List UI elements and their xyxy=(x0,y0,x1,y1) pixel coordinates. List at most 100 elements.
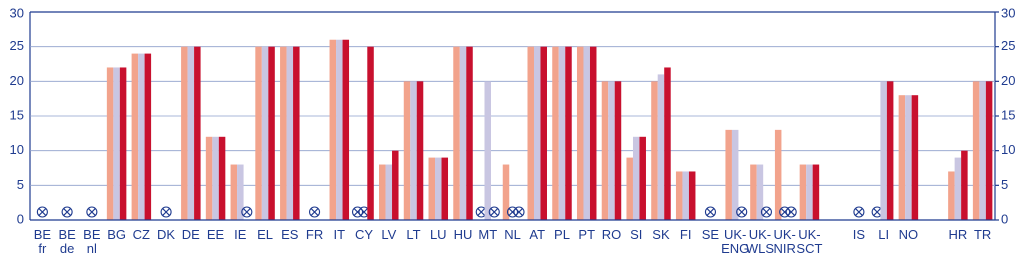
x-tick-label: IT xyxy=(334,227,346,242)
x-tick-label: MT xyxy=(478,227,497,242)
x-tick-label: AT xyxy=(529,227,545,242)
no-data-circle xyxy=(160,206,172,218)
bar xyxy=(682,171,689,220)
bar xyxy=(898,95,906,220)
x-tick-label: DE xyxy=(182,227,200,242)
bar xyxy=(639,136,646,220)
bar xyxy=(329,39,337,220)
no-data-circle xyxy=(241,206,253,218)
x-tick-label: LV xyxy=(381,227,396,242)
y2-tick-label: 20 xyxy=(1001,73,1015,88)
bar xyxy=(379,164,386,220)
x-tick-label: LT xyxy=(406,227,420,242)
bar xyxy=(972,81,980,220)
no-data-symbol xyxy=(513,206,525,218)
bar xyxy=(688,171,696,220)
x-tick-label: BE de xyxy=(58,227,76,256)
bar xyxy=(212,136,219,220)
no-data-cross xyxy=(477,208,485,216)
bar xyxy=(985,81,993,220)
bar xyxy=(806,164,813,220)
bar xyxy=(626,157,633,220)
no-data-circle xyxy=(506,206,519,218)
bar xyxy=(502,164,510,220)
bar xyxy=(911,95,919,220)
bar xyxy=(774,129,782,220)
bar xyxy=(403,81,411,220)
y-tick-label: 20 xyxy=(10,73,24,88)
y2-tick-label: 25 xyxy=(1001,38,1015,53)
bar xyxy=(608,81,615,220)
no-data-cross xyxy=(162,208,170,216)
no-data-symbol xyxy=(736,206,748,218)
y2-tick-label: 10 xyxy=(1001,142,1015,157)
no-data-cross xyxy=(762,208,771,216)
bar xyxy=(583,46,590,220)
x-tick-label: PL xyxy=(554,227,570,242)
y-tick-label: 30 xyxy=(10,5,24,20)
no-data-circle xyxy=(779,206,791,218)
x-tick-label: UK-NIR xyxy=(773,227,795,256)
bar xyxy=(255,46,262,220)
bar xyxy=(750,164,757,220)
x-tick-label: IE xyxy=(234,227,247,242)
bar xyxy=(453,46,460,220)
bar xyxy=(948,171,955,220)
bar xyxy=(651,81,658,220)
bar xyxy=(731,129,739,220)
no-data-circle xyxy=(309,206,321,218)
x-tick-label: LU xyxy=(430,227,447,242)
no-data-circle xyxy=(760,206,772,218)
no-data-symbol xyxy=(36,206,48,218)
y-tick-label: 15 xyxy=(10,107,24,122)
y-tick-label: 10 xyxy=(10,142,24,157)
bar xyxy=(181,46,188,220)
x-tick-label: FR xyxy=(306,227,323,242)
bar xyxy=(675,171,683,220)
y2-tick-label: 30 xyxy=(1001,5,1015,20)
bar xyxy=(106,67,114,220)
no-data-symbol xyxy=(704,206,716,218)
bar xyxy=(237,164,244,220)
x-tick-label: SI xyxy=(630,227,642,242)
no-data-symbol xyxy=(760,206,772,218)
no-data-circle xyxy=(513,206,525,218)
bar xyxy=(527,46,534,220)
x-tick-label: NO xyxy=(899,227,919,242)
no-data-cross xyxy=(787,208,795,216)
bar xyxy=(367,46,374,220)
bar xyxy=(230,164,238,220)
bar xyxy=(410,81,417,220)
bar xyxy=(576,46,584,220)
no-data-cross xyxy=(310,208,319,216)
x-tick-label: UK-WLS xyxy=(746,227,775,256)
bar xyxy=(261,46,269,220)
bar xyxy=(119,67,127,220)
no-data-symbol xyxy=(61,206,73,218)
no-data-circle xyxy=(61,206,73,218)
bar xyxy=(799,164,807,220)
no-data-circle xyxy=(36,206,48,218)
x-tick-label: SK xyxy=(652,227,670,242)
bar xyxy=(138,53,145,220)
bar xyxy=(533,46,541,220)
no-data-cross xyxy=(855,208,863,216)
bar xyxy=(552,46,559,220)
bar xyxy=(194,46,201,220)
x-tick-label: BG xyxy=(107,227,126,242)
y-tick-label: 5 xyxy=(17,177,24,192)
x-tick-label: CY xyxy=(355,227,373,242)
x-tick-label: EE xyxy=(207,227,225,242)
bar xyxy=(218,136,226,220)
no-data-circle xyxy=(853,206,865,218)
no-data-circle xyxy=(86,206,98,218)
x-tick-label: CZ xyxy=(133,227,150,242)
no-data-symbol xyxy=(241,206,253,218)
x-tick-label: BE fr xyxy=(34,227,52,256)
bar xyxy=(880,81,887,220)
no-data-cross xyxy=(490,208,498,216)
bar xyxy=(385,164,393,220)
no-data-symbol xyxy=(785,206,797,218)
y-tick-label: 25 xyxy=(10,38,24,53)
